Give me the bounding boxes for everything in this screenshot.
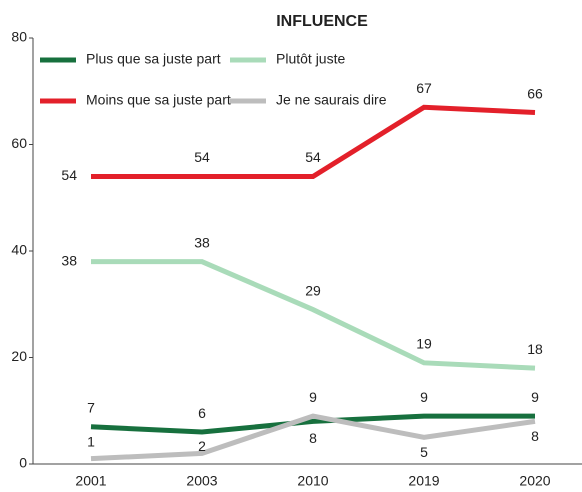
data-label: 9 (309, 389, 317, 405)
x-tick-label: 2003 (186, 473, 217, 489)
x-tick-label: 2019 (408, 473, 439, 489)
y-tick-label: 80 (11, 29, 27, 45)
data-label: 38 (61, 252, 77, 268)
data-label: 38 (194, 234, 210, 250)
legend-label: Moins que sa juste part (86, 92, 231, 108)
data-label: 2 (198, 438, 206, 454)
data-label: 54 (305, 149, 321, 165)
y-tick-label: 20 (11, 348, 27, 364)
data-label: 67 (416, 80, 432, 96)
legend-label: Plutôt juste (276, 51, 345, 67)
data-label: 19 (416, 336, 432, 352)
y-tick-label: 0 (19, 455, 27, 471)
data-label: 54 (61, 167, 77, 183)
series-line (91, 259, 536, 371)
data-label: 9 (531, 389, 539, 405)
y-tick-label: 60 (11, 135, 27, 151)
x-tick-label: 2010 (297, 473, 328, 489)
series-line (90, 413, 535, 435)
x-tick-label: 2001 (75, 473, 106, 489)
data-label: 29 (305, 282, 321, 298)
data-label: 7 (87, 399, 95, 415)
legend-label: Plus que sa juste part (86, 51, 221, 67)
data-label: 54 (194, 149, 210, 165)
data-label: 9 (420, 389, 428, 405)
x-tick-label: 2020 (519, 473, 550, 489)
data-label: 8 (531, 428, 539, 444)
y-tick-label: 40 (11, 242, 27, 258)
data-label: 8 (309, 430, 317, 446)
series-line (90, 413, 536, 462)
data-label: 1 (87, 433, 95, 449)
data-label: 5 (420, 444, 428, 460)
data-label: 66 (527, 85, 543, 101)
data-label: 18 (527, 341, 543, 357)
chart-title: INFLUENCE (276, 13, 368, 30)
series-line (91, 104, 536, 179)
legend-label: Je ne saurais dire (276, 92, 387, 108)
data-label: 6 (198, 405, 206, 421)
